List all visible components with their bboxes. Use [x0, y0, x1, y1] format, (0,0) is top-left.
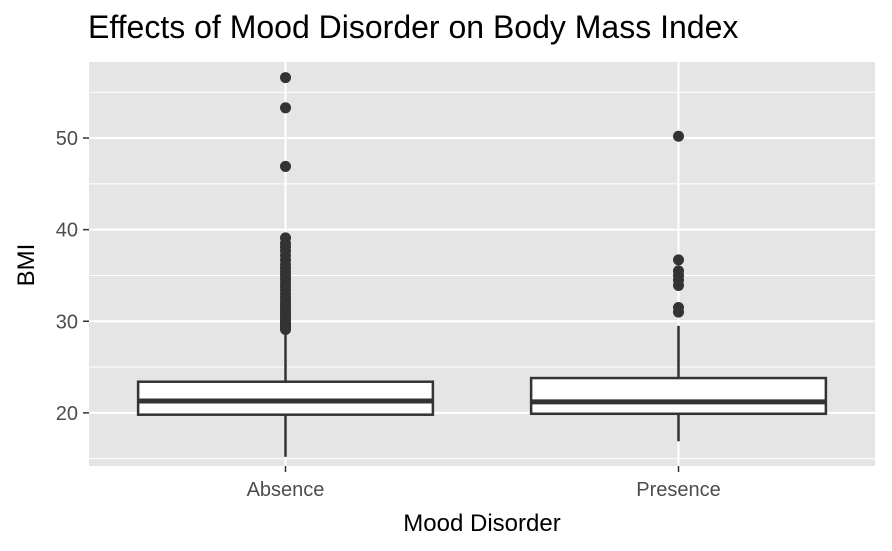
box-iqr	[136, 380, 435, 416]
x-axis: Absence Presence	[247, 466, 721, 501]
chart-title: Effects of Mood Disorder on Body Mass In…	[88, 9, 738, 45]
outlier-point	[673, 302, 684, 314]
y-axis-title: BMI	[13, 244, 40, 287]
outlier-point	[280, 72, 291, 84]
outlier-point	[280, 232, 291, 244]
x-tick-label: Presence	[636, 479, 721, 501]
y-tick-label: 40	[56, 220, 78, 242]
y-tick-label: 20	[56, 403, 78, 425]
boxes	[136, 72, 828, 457]
outlier-point	[673, 265, 684, 277]
outlier-point	[673, 254, 684, 266]
y-tick-label: 30	[56, 311, 78, 333]
outlier-point	[280, 160, 291, 172]
outlier-point	[673, 130, 684, 142]
box-group-presence	[529, 130, 828, 442]
box-iqr	[529, 376, 828, 416]
y-axis: 20 30 40 50	[56, 128, 89, 425]
outlier-point	[280, 102, 291, 114]
box-group-absence	[136, 72, 435, 457]
y-tick-label: 50	[56, 128, 78, 150]
x-tick-label: Absence	[247, 479, 325, 501]
x-axis-title: Mood Disorder	[403, 510, 560, 537]
